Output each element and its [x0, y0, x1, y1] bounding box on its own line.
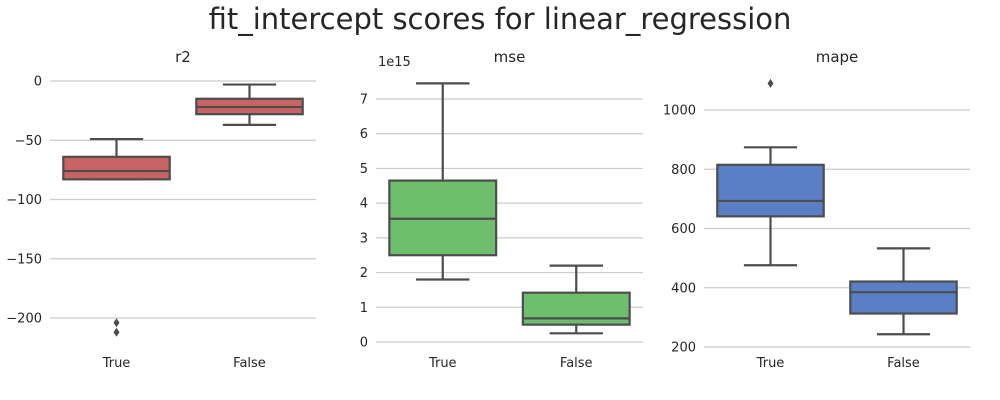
r2-ytick-label: 0 — [34, 75, 42, 90]
mape-xtick-label: False — [887, 356, 920, 371]
mse-ytick-label: 3 — [360, 231, 368, 246]
mape-panel-title: mape — [816, 48, 859, 66]
r2-box-true — [62, 137, 171, 337]
mse-panel-title: mse — [494, 48, 526, 66]
mape-ytick-label: 400 — [671, 281, 696, 296]
mse-box-false — [521, 264, 631, 335]
iqr-box — [849, 280, 958, 315]
mse-ytick-label: 1 — [360, 301, 368, 316]
iqr-box — [716, 163, 825, 218]
r2-xtick-label: False — [233, 356, 266, 371]
r2-ytick-label: −150 — [6, 252, 42, 267]
mse-ytick-label: 5 — [360, 162, 368, 177]
r2-ytick-label: −200 — [6, 312, 42, 327]
mse-offset-label: 1e15 — [378, 55, 411, 70]
r2-box-false — [195, 83, 304, 126]
mape-box-true — [716, 78, 825, 267]
iqr-box — [62, 155, 171, 181]
mse-ytick-label: 2 — [360, 266, 368, 281]
figure-title: fit_intercept scores for linear_regressi… — [208, 2, 792, 36]
mse-box-true — [388, 82, 498, 281]
mape-ytick-label: 200 — [671, 341, 696, 356]
outlier-point — [113, 318, 120, 328]
mse-xtick-label: False — [560, 356, 593, 371]
mape-box-false — [849, 247, 958, 336]
outlier-point — [767, 78, 774, 88]
outlier-point — [113, 327, 120, 337]
mse-ytick-label: 4 — [360, 197, 368, 212]
mse-ytick-label: 6 — [360, 127, 368, 142]
mse-xtick-label: True — [428, 356, 457, 371]
mse-ytick-label: 7 — [360, 93, 368, 108]
r2-ytick-label: −50 — [15, 134, 42, 149]
mape-ytick-label: 800 — [671, 163, 696, 178]
r2-ytick-label: −100 — [6, 193, 42, 208]
r2-panel-title: r2 — [175, 48, 191, 66]
mse-ytick-label: 0 — [360, 336, 368, 351]
mape-ytick-label: 1000 — [663, 104, 696, 119]
mape-xtick-label: True — [756, 356, 785, 371]
r2-xtick-label: True — [102, 356, 131, 371]
mape-ytick-label: 600 — [671, 222, 696, 237]
